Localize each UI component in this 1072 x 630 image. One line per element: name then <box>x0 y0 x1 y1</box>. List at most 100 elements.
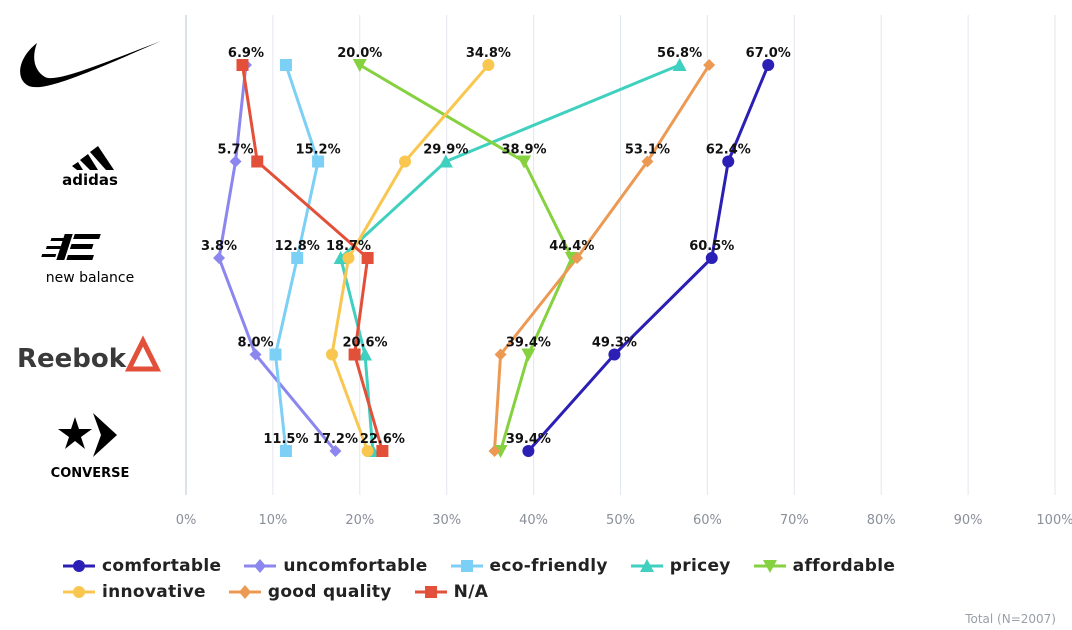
data-point <box>641 155 654 168</box>
data-point <box>329 445 342 457</box>
data-label: 22.6% <box>360 432 405 447</box>
x-tick-label: 70% <box>780 513 809 528</box>
data-label: 49.3% <box>592 336 637 351</box>
data-point <box>376 445 389 457</box>
data-label: 67.0% <box>746 46 791 61</box>
data-label: 5.7% <box>218 143 254 158</box>
legend-item-innovative[interactable]: innovative <box>62 581 206 603</box>
grid-lines <box>185 15 1056 495</box>
data-label: 38.9% <box>501 143 546 158</box>
x-tick-label: 20% <box>345 513 374 528</box>
x-axis-ticks: 0% 10% 20% 30% 40% 50% 60% 70% 80% 90% 100% <box>176 513 1072 528</box>
data-point <box>279 445 292 457</box>
series-line <box>339 63 681 452</box>
data-point <box>361 445 374 457</box>
data-point <box>488 445 501 457</box>
data-point <box>358 347 373 361</box>
data-label: 39.4% <box>506 336 551 351</box>
legend-item-eco-friendly[interactable]: eco-friendly <box>450 555 608 577</box>
data-point <box>325 348 338 361</box>
data-label: 17.2% <box>313 432 358 447</box>
data-label: 11.5% <box>263 432 308 447</box>
data-point <box>361 252 374 264</box>
data-point <box>236 59 249 71</box>
data-point <box>398 155 411 168</box>
converse-logo: CONVERSE <box>10 410 170 481</box>
legend-marker-square-icon <box>450 560 483 572</box>
data-label: 3.8% <box>201 239 237 254</box>
data-point <box>762 59 775 71</box>
data-point <box>482 59 495 71</box>
legend-marker-diamond-icon <box>244 559 277 573</box>
legend-marker-triangle-down-icon <box>753 560 786 573</box>
data-label: 56.8% <box>657 46 702 61</box>
reebok-icon: Reebok <box>17 335 162 374</box>
series-line <box>330 64 490 452</box>
data-point <box>352 59 367 72</box>
x-tick-label: 0% <box>176 513 197 528</box>
data-point <box>312 155 325 168</box>
series-markers <box>213 58 775 458</box>
series-line <box>492 64 711 452</box>
x-tick-label: 80% <box>867 513 896 528</box>
data-label: 39.4% <box>506 432 551 447</box>
legend-label: eco-friendly <box>489 556 608 576</box>
converse-icon: CONVERSE <box>51 413 130 481</box>
legend-marker-triangle-up-icon <box>630 559 663 572</box>
x-tick-label: 60% <box>693 513 722 528</box>
legend-item-comfortable[interactable]: comfortable <box>62 555 221 577</box>
legend-marker-diamond-icon <box>228 585 261 599</box>
legend-item-pricey[interactable]: pricey <box>630 555 731 577</box>
legend-label: comfortable <box>102 556 222 576</box>
data-label: 29.9% <box>423 143 468 158</box>
total-note: Total (N=2007) <box>965 612 1056 626</box>
legend: comfortable uncomfortable eco-friendly p… <box>62 555 1052 603</box>
data-point <box>269 348 282 361</box>
converse-wordmark: CONVERSE <box>51 466 130 481</box>
data-point <box>521 348 536 362</box>
legend-label: affordable <box>792 556 896 576</box>
legend-item-affordable[interactable]: affordable <box>753 555 896 577</box>
data-point <box>522 445 535 457</box>
reebok-wordmark: Reebok <box>17 344 127 374</box>
data-point <box>213 252 226 264</box>
data-point <box>571 252 584 264</box>
adidas-icon: adidas <box>62 146 118 189</box>
x-tick-label: 40% <box>519 513 548 528</box>
legend-item-na[interactable]: N/A <box>414 581 489 603</box>
series-line <box>527 64 770 452</box>
data-point <box>705 252 718 264</box>
new-balance-logo: new balance <box>10 222 170 292</box>
legend-item-uncomfortable[interactable]: uncomfortable <box>243 555 427 577</box>
legend-label: uncomfortable <box>283 556 428 576</box>
x-tick-label: 30% <box>432 513 461 528</box>
data-point <box>722 155 735 168</box>
data-point <box>703 59 716 71</box>
data-label: 62.4% <box>706 143 751 158</box>
legend-label: pricey <box>669 556 731 576</box>
data-point <box>494 348 507 361</box>
legend-item-good-quality[interactable]: good quality <box>228 581 392 603</box>
adidas-logo: adidas <box>10 125 170 195</box>
legend-marker-circle-icon <box>63 586 95 598</box>
data-point <box>608 348 621 361</box>
data-point <box>249 348 262 361</box>
data-label: 18.7% <box>326 239 371 254</box>
data-label: 8.0% <box>237 336 273 351</box>
nike-logo <box>10 30 170 100</box>
data-label: 15.2% <box>296 143 341 158</box>
data-label: 12.8% <box>275 239 320 254</box>
x-tick-label: 90% <box>954 513 983 528</box>
x-tick-label: 50% <box>606 513 635 528</box>
adidas-wordmark: adidas <box>62 171 118 189</box>
legend-label: N/A <box>453 582 489 602</box>
data-point <box>229 155 242 168</box>
series-line <box>217 64 337 452</box>
data-label: 20.0% <box>337 46 382 61</box>
new-balance-wordmark: new balance <box>46 270 135 286</box>
data-point <box>342 252 355 264</box>
chart: 6.9% 20.0% 34.8% 56.8% 67.0% 5.7% 15.2% 29.9% 38… <box>176 15 1072 528</box>
new-balance-icon: new balance <box>41 234 135 286</box>
legend-marker-circle-icon <box>63 560 95 572</box>
data-labels: 6.9% 20.0% 34.8% 56.8% 67.0% 5.7% 15.2% 29.9% 38… <box>201 46 791 447</box>
